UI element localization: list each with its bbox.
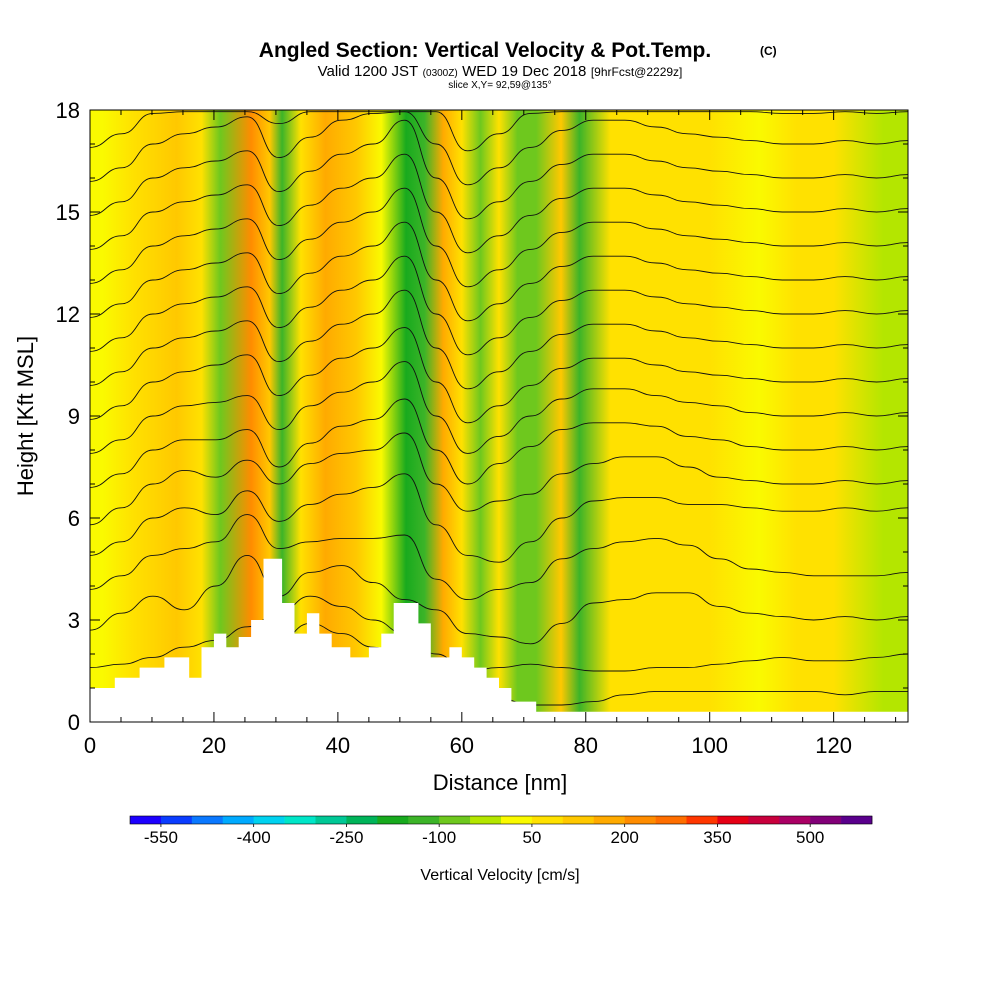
colorbar-tick-label-6: 350 — [703, 828, 731, 847]
y-tick-label-15: 15 — [56, 200, 80, 225]
colorbar-tick-label-2: -250 — [329, 828, 363, 847]
x-axis-label: Distance [nm] — [433, 770, 568, 795]
theta-contour-38 — [90, 111, 908, 152]
theta-contour-28 — [90, 221, 908, 322]
y-axis: 0 3 6 9 12 15 18 — [56, 98, 908, 735]
colorbar-swatch-22 — [810, 816, 842, 824]
colorbar-swatch-16 — [624, 816, 656, 824]
colorbar-swatch-10 — [439, 816, 471, 824]
theta-contour-10 — [90, 554, 908, 645]
title-unit: (C) — [760, 44, 777, 58]
y-tick-label-6: 6 — [68, 506, 80, 531]
subtitle-date: WED 19 Dec 2018 — [462, 63, 586, 80]
y-tick-label-12: 12 — [56, 302, 80, 327]
colorbar-swatch-13 — [531, 816, 564, 824]
theta-contour-20 — [90, 361, 908, 454]
subtitle-utc: (0300Z) — [423, 68, 458, 79]
colorbar-swatch-8 — [377, 816, 409, 824]
colorbar-swatch-15 — [593, 816, 625, 824]
plot-area — [90, 110, 908, 722]
x-axis: 0 20 40 60 80 100 120 — [84, 110, 897, 758]
x-tick-label-120: 120 — [815, 733, 852, 758]
colorbar-frame — [129, 815, 873, 825]
chart-subtitle: Valid 1200 JST (0300Z) WED 19 Dec 2018 [… — [318, 63, 683, 80]
colorbar-swatch-11 — [470, 816, 502, 824]
y-tick-label-18: 18 — [56, 98, 80, 123]
colorbar-tick-label-0: -550 — [144, 828, 178, 847]
chart-title: Angled Section: Vertical Velocity & Pot.… — [259, 39, 711, 62]
theta-contour-16 — [90, 432, 908, 526]
colorbar-swatch-7 — [346, 816, 378, 824]
colorbar-tick-label-4: 50 — [522, 828, 541, 847]
colorbar-swatch-19 — [717, 816, 749, 824]
colorbar-swatch-17 — [655, 816, 687, 824]
colorbar-swatch-14 — [562, 816, 595, 824]
subtitle-forecast: [9hrFcst@2229z] — [591, 65, 683, 79]
theta-contour-30 — [90, 187, 908, 288]
colorbar-tick-label-1: -400 — [237, 828, 271, 847]
colorbar-swatch-2 — [191, 816, 224, 824]
colorbar-swatch-1 — [160, 816, 193, 824]
theta-contour-32 — [90, 153, 908, 254]
theta-contour-34 — [90, 119, 908, 220]
subtitle-prefix: Valid 1200 JST — [318, 63, 419, 80]
colorbar-swatch-5 — [284, 816, 316, 824]
colorbar-swatch-6 — [315, 816, 347, 824]
colorbar-swatch-4 — [253, 816, 285, 824]
y-tick-label-0: 0 — [68, 710, 80, 735]
colorbar-tick-label-3: -100 — [422, 828, 456, 847]
colorbar-swatch-3 — [222, 816, 254, 824]
colorbar-swatch-18 — [686, 816, 718, 824]
colorbar-swatch-9 — [408, 816, 440, 824]
theta-contour-24 — [90, 289, 908, 390]
colorbar-swatch-12 — [501, 816, 533, 824]
terrain — [90, 558, 908, 722]
theta-contour-14 — [90, 473, 908, 563]
colorbar-swatch-20 — [748, 816, 780, 824]
y-axis-label: Height [Kft MSL] — [13, 336, 38, 496]
colorbar-label: Vertical Velocity [cm/s] — [420, 867, 579, 884]
theta-contour-36 — [90, 111, 908, 186]
colorbar-tick-label-7: 500 — [796, 828, 824, 847]
theta-contour-22 — [90, 327, 908, 424]
x-tick-label-40: 40 — [326, 733, 350, 758]
x-tick-label-100: 100 — [691, 733, 728, 758]
colorbar-swatch-23 — [841, 816, 873, 824]
y-tick-label-3: 3 — [68, 608, 80, 633]
theta-contour-8 — [90, 595, 908, 672]
theta-contour-26 — [90, 255, 908, 356]
x-tick-label-20: 20 — [202, 733, 226, 758]
colorbar-swatch-0 — [130, 816, 162, 824]
x-tick-label-80: 80 — [574, 733, 598, 758]
x-tick-label-0: 0 — [84, 733, 96, 758]
theta-contour-12 — [90, 514, 908, 601]
theta-contours — [90, 111, 908, 706]
vertical-velocity-field — [90, 110, 908, 722]
colorbar-ticks: -550 -400 -250 -100 50 200 350 500 — [144, 824, 824, 847]
colorbar — [129, 815, 873, 825]
x-tick-label-60: 60 — [450, 733, 474, 758]
y-tick-label-9: 9 — [68, 404, 80, 429]
colorbar-tick-label-5: 200 — [611, 828, 639, 847]
theta-contour-18 — [90, 398, 908, 488]
slice-label: slice X,Y= 92,59@135° — [448, 80, 551, 91]
colorbar-swatch-21 — [779, 816, 811, 824]
